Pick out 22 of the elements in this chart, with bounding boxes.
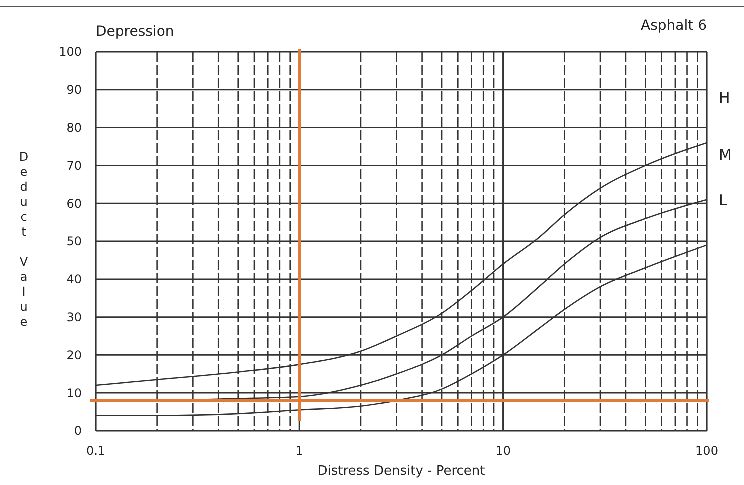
text: M xyxy=(719,146,732,164)
y-tick-label: 30 xyxy=(66,310,82,324)
x-tick-label: 0.1 xyxy=(86,444,106,458)
y-axis-title: Deduct Value xyxy=(17,150,31,330)
y-tick-label: 20 xyxy=(66,348,82,362)
y-tick-label: 100 xyxy=(59,45,82,60)
y-tick-label: 0 xyxy=(74,424,82,438)
y-tick-label: 70 xyxy=(66,158,82,173)
text: H xyxy=(719,88,730,107)
y-tick-label: 50 xyxy=(66,234,82,249)
x-tick-label: 10 xyxy=(496,444,511,458)
x-tick-label: 1 xyxy=(296,444,304,458)
chart-subtitle: Asphalt 6 xyxy=(641,18,708,34)
chart-title: Depression xyxy=(96,24,174,40)
text: L xyxy=(719,191,728,210)
y-tick-label: 80 xyxy=(66,121,82,135)
y-tick-label: 40 xyxy=(66,272,82,287)
y-tick-label: 90 xyxy=(66,83,82,98)
y-tick-label: 60 xyxy=(66,196,82,211)
y-tick-label: 10 xyxy=(66,386,82,400)
x-axis-title: Distress Density - Percent xyxy=(318,464,486,479)
x-tick-label: 100 xyxy=(696,444,718,458)
